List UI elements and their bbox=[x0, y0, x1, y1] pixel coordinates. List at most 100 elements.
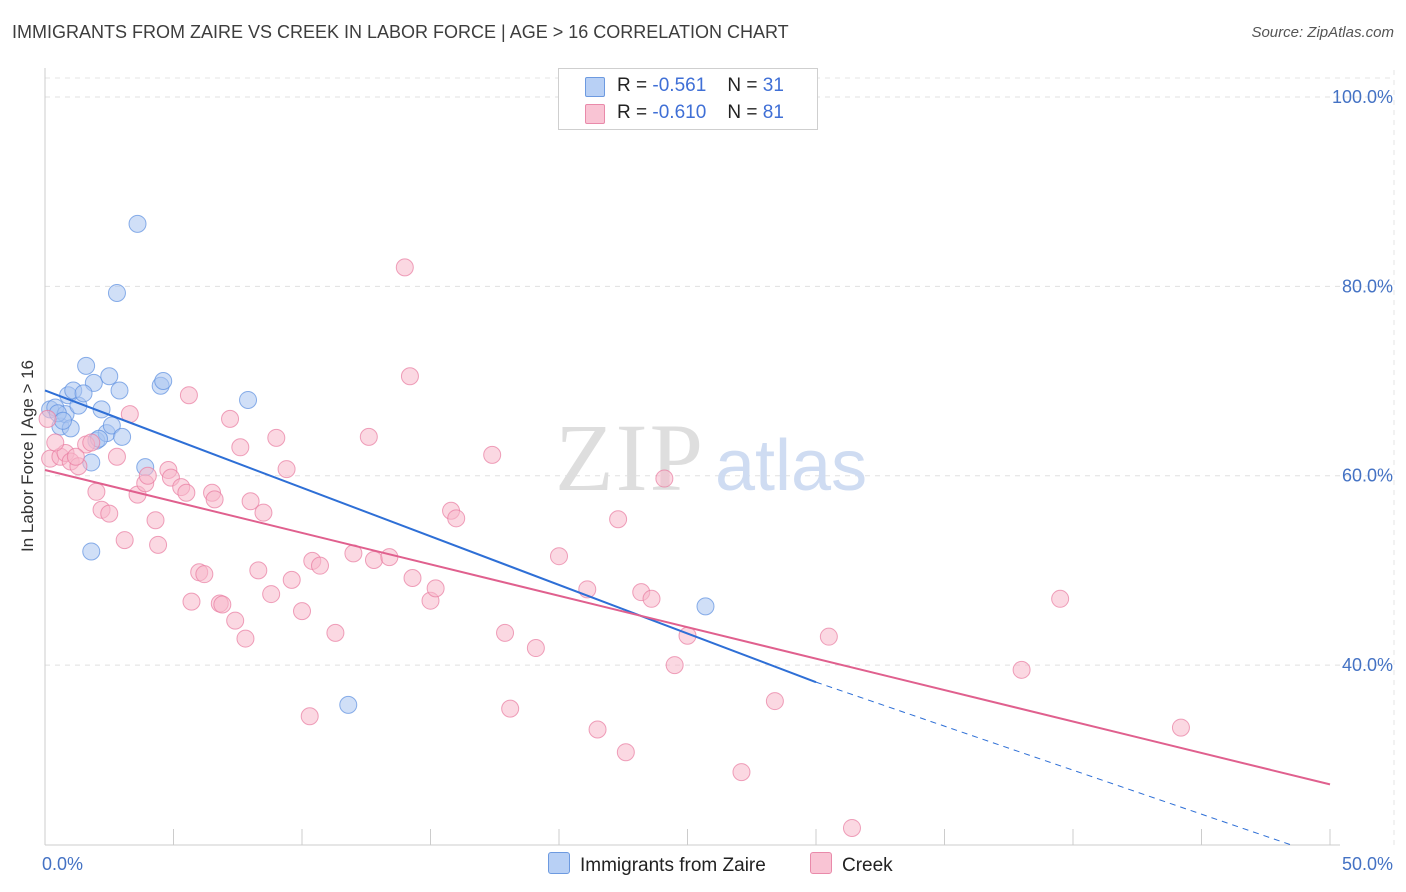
zaire-point-25 bbox=[339, 695, 358, 714]
creek-point-30 bbox=[221, 409, 240, 428]
legend-n-label: N = bbox=[727, 102, 758, 123]
creek-point-24 bbox=[182, 592, 201, 611]
creek-point-63 bbox=[588, 720, 607, 739]
zaire-trend-extension bbox=[815, 681, 1292, 846]
creek-point-78 bbox=[46, 433, 65, 452]
bottom-legend-creek[interactable]: Creek bbox=[810, 852, 893, 877]
creek-point-47 bbox=[359, 427, 378, 446]
creek-point-51 bbox=[400, 367, 419, 386]
creek-point-56 bbox=[447, 509, 466, 528]
data-points bbox=[38, 214, 1190, 837]
zaire-point-29 bbox=[53, 411, 72, 430]
creek-point-73 bbox=[819, 627, 838, 646]
y-tick-label-3: 100.0% bbox=[1332, 87, 1393, 107]
creek-point-12 bbox=[115, 531, 134, 550]
creek-point-67 bbox=[642, 589, 661, 608]
creek-point-68 bbox=[655, 469, 674, 488]
creek-point-41 bbox=[293, 602, 311, 621]
zaire-point-15 bbox=[102, 416, 121, 435]
creek-point-23 bbox=[179, 386, 198, 405]
legend-r-label: R = bbox=[617, 102, 648, 123]
creek-point-64 bbox=[609, 510, 628, 529]
trend-lines bbox=[44, 389, 1331, 846]
legend-r-label: R = bbox=[617, 75, 648, 96]
bottom-legend-swatch-zaire bbox=[548, 852, 570, 874]
creek-point-77 bbox=[1171, 718, 1190, 737]
creek-point-16 bbox=[138, 466, 157, 485]
zaire-point-23 bbox=[239, 390, 258, 409]
creek-point-22 bbox=[177, 483, 196, 502]
legend-swatch-zaire bbox=[585, 77, 605, 97]
creek-point-37 bbox=[262, 585, 281, 604]
creek-point-33 bbox=[236, 629, 255, 648]
creek-point-35 bbox=[249, 561, 268, 580]
creek-point-18 bbox=[149, 535, 168, 554]
creek-point-40 bbox=[282, 570, 301, 589]
legend-n-label: N = bbox=[727, 75, 758, 96]
y-tick-label-1: 60.0% bbox=[1342, 466, 1393, 486]
zaire-point-26 bbox=[696, 597, 715, 616]
y-tick-labels: 40.0% 60.0% 80.0% 100.0% bbox=[1332, 87, 1393, 675]
creek-point-11 bbox=[107, 447, 126, 466]
creek-point-45 bbox=[326, 623, 345, 642]
creek-trend-line bbox=[44, 469, 1331, 786]
zaire-point-28 bbox=[74, 384, 93, 403]
creek-point-75 bbox=[1012, 660, 1031, 679]
x-tick-label-1: 50.0% bbox=[1342, 854, 1393, 874]
creek-point-57 bbox=[483, 445, 502, 464]
creek-point-74 bbox=[842, 818, 861, 837]
zaire-point-17 bbox=[113, 427, 132, 446]
creek-point-42 bbox=[300, 707, 319, 726]
creek-point-32 bbox=[231, 438, 250, 457]
x-tick-label-0: 0.0% bbox=[42, 854, 83, 874]
zaire-point-19 bbox=[107, 283, 126, 302]
watermark-zip: ZIP bbox=[555, 404, 705, 511]
creek-point-76 bbox=[1051, 589, 1070, 608]
bottom-legend-swatch-creek bbox=[810, 852, 832, 874]
source-label[interactable]: Source: ZipAtlas.com bbox=[1251, 24, 1394, 41]
creek-point-80 bbox=[213, 595, 232, 614]
zaire-point-24 bbox=[82, 542, 101, 561]
creek-point-39 bbox=[277, 460, 296, 479]
creek-point-10 bbox=[100, 504, 119, 523]
chart-title: IMMIGRANTS FROM ZAIRE VS CREEK IN LABOR … bbox=[12, 22, 789, 42]
creek-point-49 bbox=[380, 548, 399, 567]
zaire-point-22 bbox=[154, 372, 173, 391]
creek-point-26 bbox=[195, 565, 214, 584]
creek-point-8 bbox=[87, 482, 106, 501]
creek-point-0 bbox=[38, 409, 57, 428]
creek-point-69 bbox=[665, 656, 684, 675]
watermark-atlas: atlas bbox=[715, 426, 867, 506]
y-tick-label-0: 40.0% bbox=[1342, 655, 1393, 675]
legend-r-value-zaire: -0.561 bbox=[652, 75, 707, 96]
bottom-legend-label-creek: Creek bbox=[842, 855, 893, 876]
bottom-legend-label-zaire: Immigrants from Zaire bbox=[580, 855, 766, 876]
creek-point-28 bbox=[205, 490, 224, 509]
correlation-legend: R = -0.561 N = 31 R = -0.610 N = 81 bbox=[558, 68, 818, 130]
creek-point-61 bbox=[550, 547, 568, 566]
creek-point-34 bbox=[241, 492, 260, 511]
creek-point-52 bbox=[403, 568, 422, 587]
legend-swatch-creek bbox=[585, 104, 605, 124]
zaire-trend-line bbox=[44, 389, 817, 684]
creek-point-50 bbox=[395, 258, 414, 277]
zaire-point-18 bbox=[128, 214, 147, 233]
creek-point-60 bbox=[526, 639, 545, 658]
creek-point-44 bbox=[310, 556, 329, 575]
creek-point-54 bbox=[426, 579, 445, 598]
bottom-legend-zaire[interactable]: Immigrants from Zaire bbox=[548, 852, 766, 877]
legend-n-value-creek: 81 bbox=[762, 102, 784, 123]
watermark: ZIP atlas bbox=[555, 404, 867, 511]
creek-point-71 bbox=[732, 763, 751, 782]
zaire-point-14 bbox=[100, 367, 119, 386]
creek-point-65 bbox=[616, 743, 635, 762]
creek-point-72 bbox=[765, 692, 784, 711]
creek-point-59 bbox=[501, 699, 520, 718]
zaire-point-16 bbox=[110, 381, 129, 400]
creek-point-58 bbox=[496, 623, 515, 642]
creek-point-48 bbox=[364, 550, 383, 569]
creek-point-36 bbox=[254, 503, 273, 522]
creek-point-31 bbox=[226, 611, 245, 630]
creek-point-79 bbox=[66, 447, 85, 466]
